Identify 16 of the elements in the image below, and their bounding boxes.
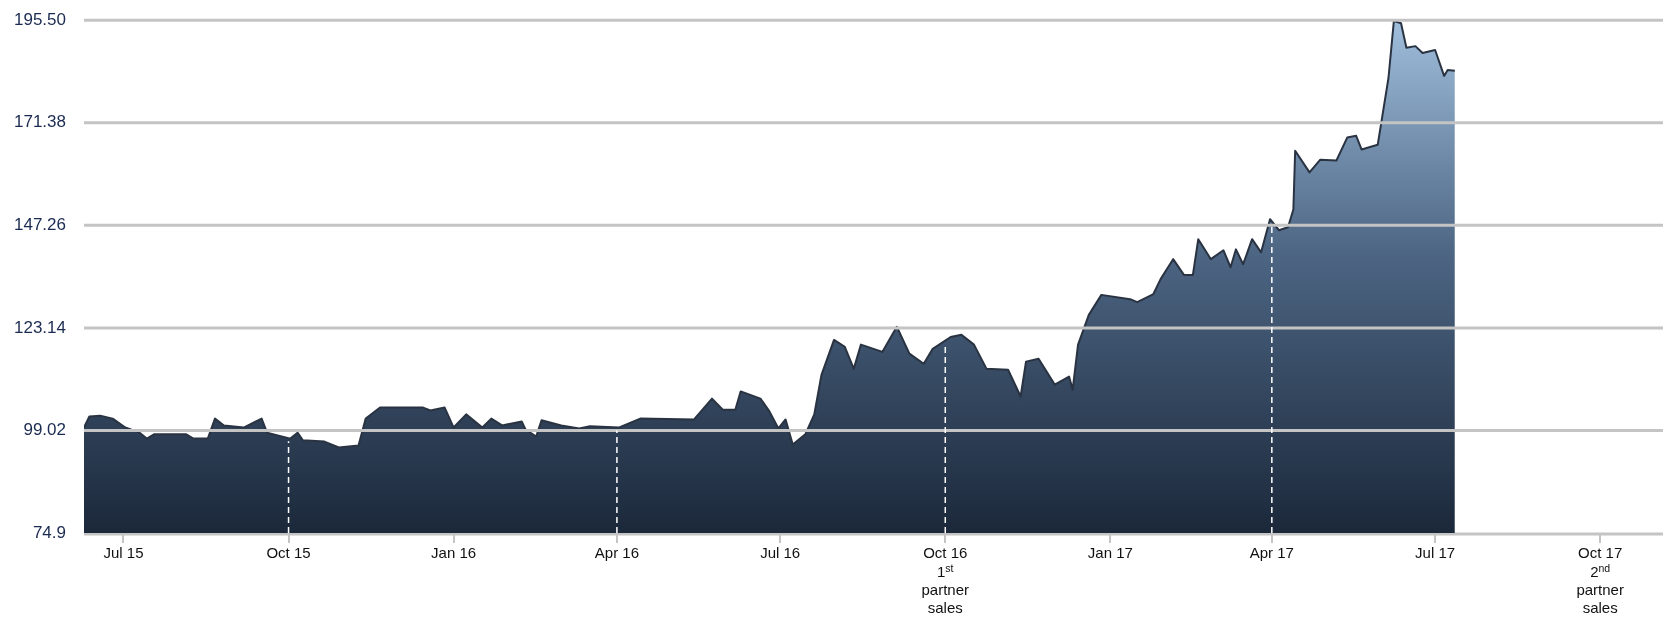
x-tick-label: Jan 17 (1087, 544, 1133, 562)
y-tick-label: 123.14 (14, 317, 66, 337)
y-tick-label: 195.50 (14, 9, 66, 29)
y-tick-label: 99.02 (23, 420, 66, 440)
x-tick-label: Oct 15 (266, 544, 311, 562)
y-tick-label: 74.9 (32, 522, 66, 542)
x-tick-label: Jul 15 (103, 544, 144, 562)
x-tick-label: Apr 16 (594, 544, 640, 562)
x-tick-label: Oct 16 (923, 544, 968, 562)
x-tick-label: Jan 16 (431, 544, 477, 562)
x-tick-label: Oct 17 (1578, 544, 1623, 562)
y-tick-label: 147.26 (14, 215, 66, 235)
x-tick-label: Jul 17 (1415, 544, 1456, 562)
y-tick-label: 171.38 (14, 112, 66, 132)
x-tick-label: Jul 16 (760, 544, 801, 562)
x-tick-label: Apr 17 (1249, 544, 1294, 562)
